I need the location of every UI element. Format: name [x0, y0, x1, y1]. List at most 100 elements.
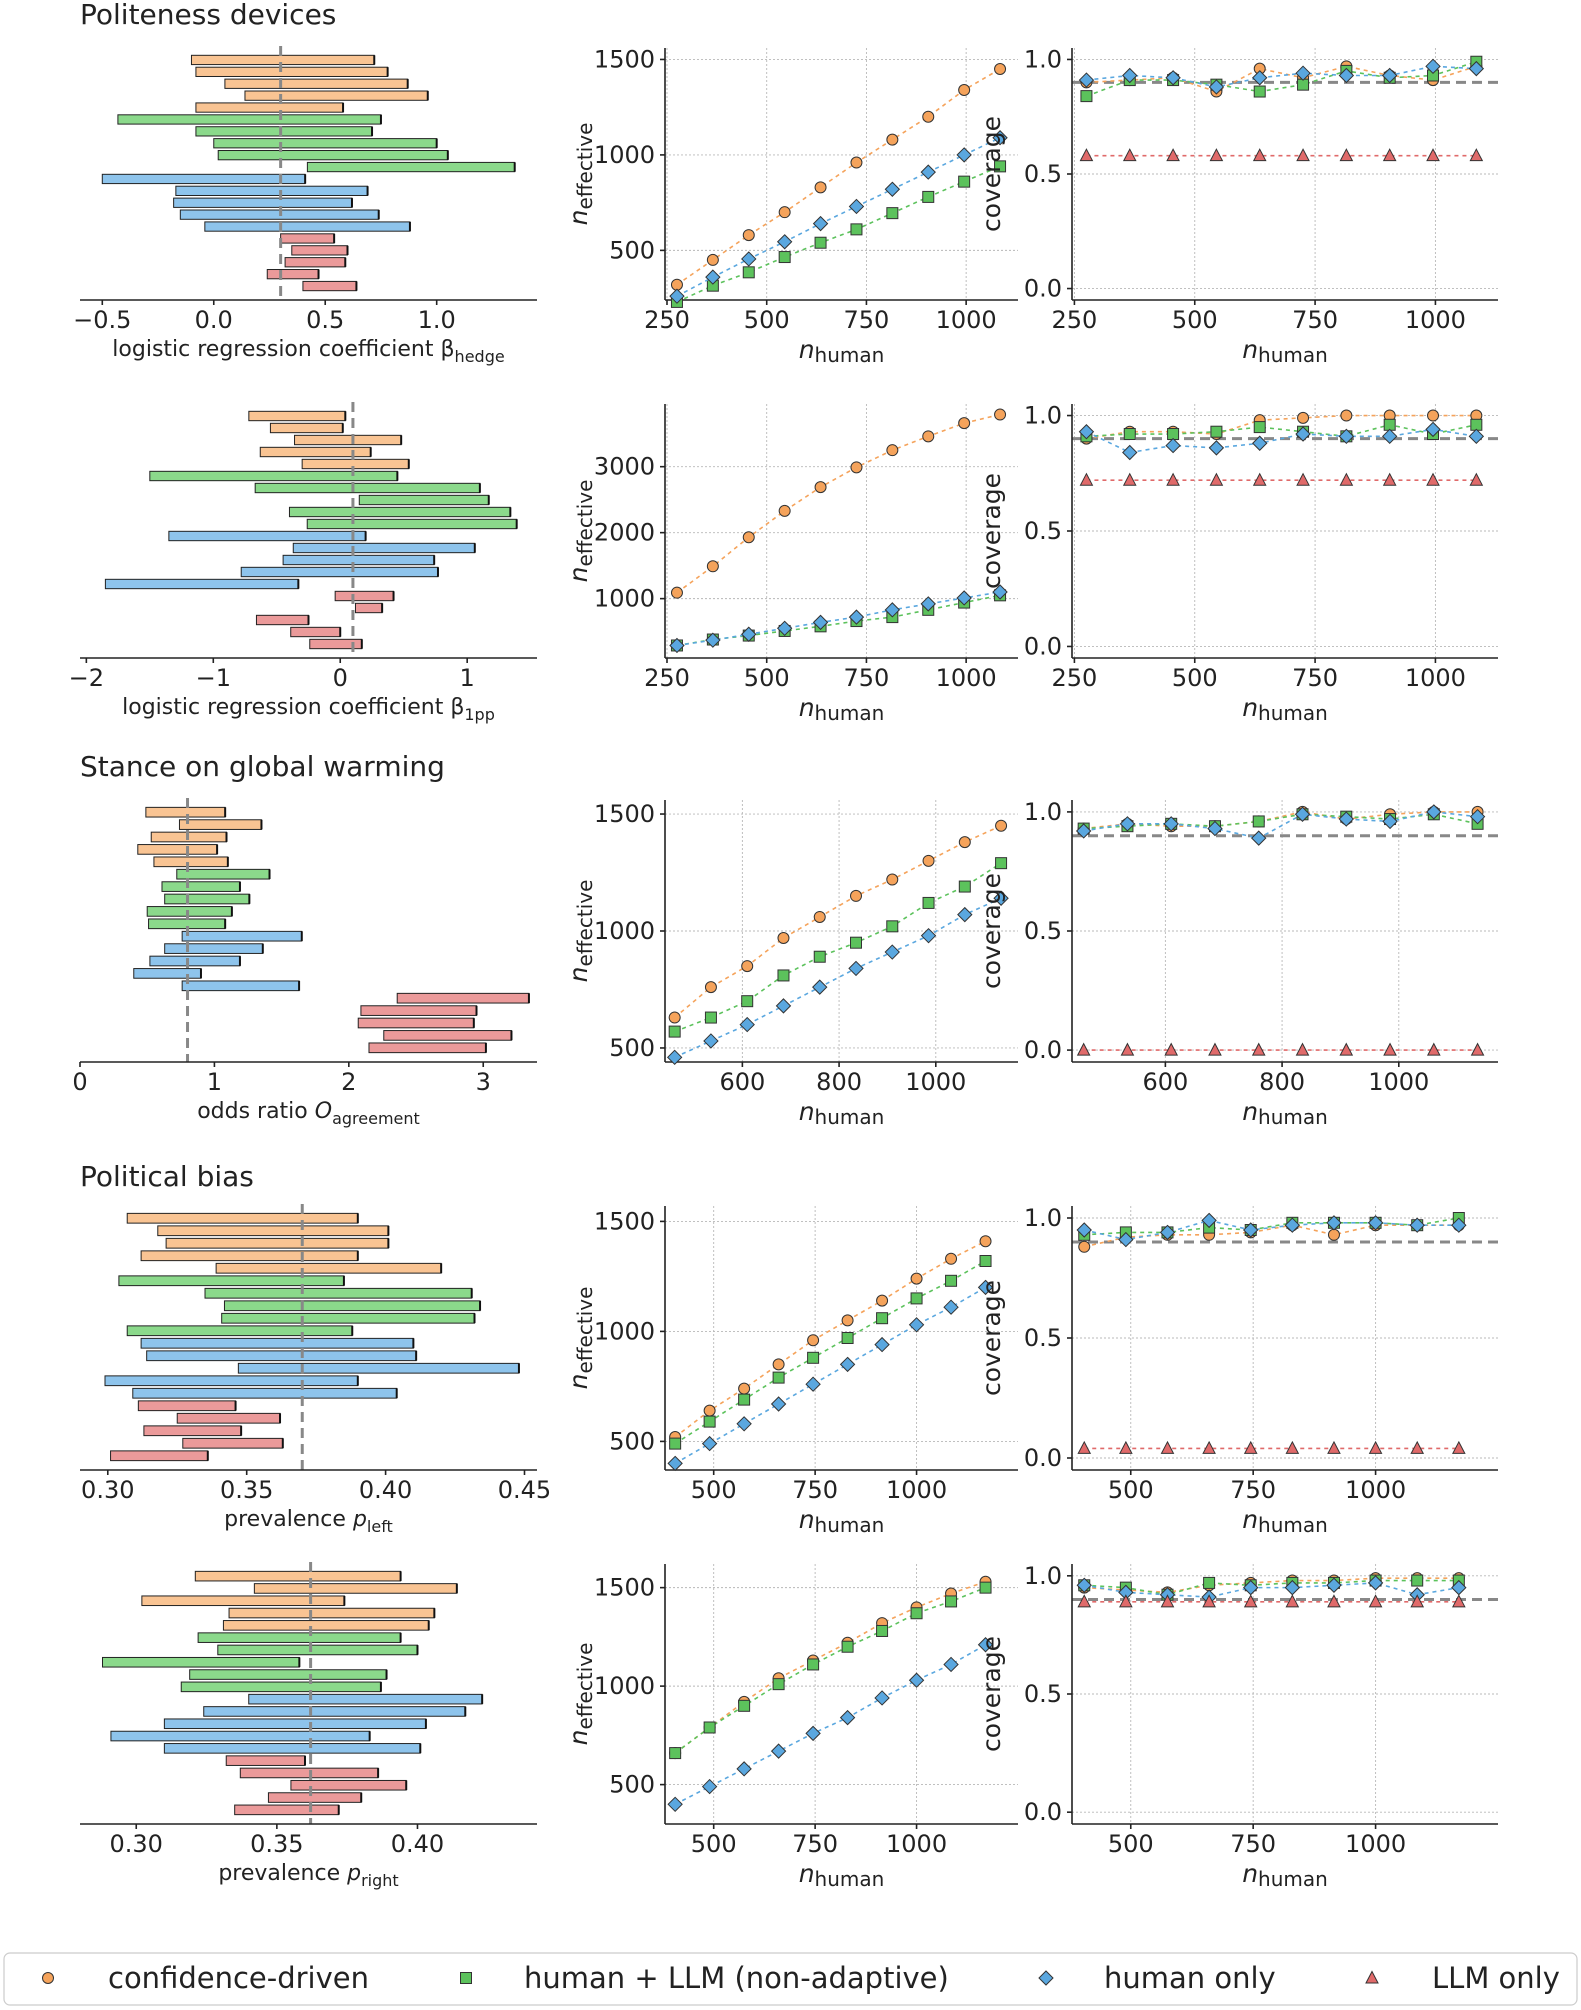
y-tick-label: 0.5	[1024, 160, 1062, 188]
interval-bar	[161, 881, 241, 892]
interval-bar	[294, 434, 402, 446]
point-hybrid	[841, 1332, 854, 1344]
y-tick-label: 3000	[594, 453, 655, 481]
x-tick-label: 500	[744, 664, 790, 692]
point-confidence	[1078, 1240, 1091, 1253]
point-llm	[1339, 1042, 1354, 1056]
point-hybrid	[772, 1371, 785, 1384]
point-human	[776, 620, 793, 637]
x-tick-label: 500	[1108, 1476, 1154, 1504]
interval-bar	[190, 54, 375, 66]
point-human	[741, 251, 757, 267]
interval-bar	[223, 1300, 481, 1312]
point-human	[1122, 67, 1138, 84]
point-confidence	[886, 873, 899, 886]
point-confidence	[850, 461, 863, 474]
x-tick-label: 750	[1230, 1476, 1276, 1504]
point-llm	[1327, 1594, 1341, 1608]
x-tick-label: −2	[69, 664, 104, 692]
interval-bar	[292, 542, 476, 554]
x-tick-label: 0	[72, 1068, 87, 1096]
interval-bar	[383, 1030, 512, 1041]
point-human	[669, 637, 685, 654]
point-human	[705, 632, 721, 648]
y-tick-label: 1500	[594, 800, 655, 828]
point-hybrid	[807, 1351, 820, 1364]
point-human	[770, 1396, 787, 1412]
y-tick-label: 1.0	[1024, 1204, 1062, 1232]
point-llm	[1077, 1594, 1092, 1608]
point-confidence	[994, 63, 1007, 75]
x-axis-label: prevalence pright	[218, 1861, 398, 1890]
x-axis-label: nhuman	[1242, 1505, 1328, 1537]
x-axis-label: nhuman	[1242, 1097, 1328, 1129]
point-confidence	[886, 133, 899, 146]
series-line-human	[674, 1644, 986, 1806]
point-confidence	[945, 1252, 958, 1265]
point-llm	[1208, 1042, 1222, 1056]
x-tick-label: 3	[476, 1068, 491, 1096]
x-tick-label: 1000	[1405, 664, 1466, 692]
point-human	[1078, 424, 1095, 440]
point-hybrid	[886, 207, 899, 220]
point-llm	[1209, 472, 1224, 486]
interval-bar	[181, 980, 300, 992]
point-human	[1338, 811, 1354, 827]
y-tick-label: 0.0	[1024, 275, 1062, 303]
series-line-confidence	[1084, 1577, 1459, 1594]
interval-bar	[222, 1620, 430, 1631]
point-human	[736, 1761, 752, 1777]
x-tick-label: 250	[1052, 664, 1098, 692]
point-confidence	[807, 1334, 820, 1347]
interval-bar	[163, 1743, 421, 1754]
point-confidence	[1327, 1228, 1340, 1241]
interval-bar	[284, 257, 346, 268]
point-confidence	[1340, 409, 1353, 422]
interval-bar	[126, 1325, 353, 1337]
interval-bar	[117, 114, 382, 125]
point-llm	[1410, 1594, 1425, 1608]
interval-panel-4: 0.30 0.35 0.40 prevalence pright	[80, 1562, 537, 1890]
x-tick-label: 1000	[1405, 306, 1466, 334]
series-line-confidence	[676, 413, 1001, 594]
point-human	[839, 1709, 856, 1726]
point-llm	[1252, 472, 1267, 486]
point-confidence	[703, 1404, 716, 1417]
point-hybrid	[995, 857, 1008, 870]
interval-bar	[234, 1804, 340, 1816]
point-human	[736, 1416, 752, 1432]
legend: confidence-driven human + LLM (non-adapti…	[3, 1952, 1578, 2006]
point-human	[1252, 70, 1268, 86]
point-llm	[1076, 1042, 1091, 1056]
point-confidence	[704, 981, 717, 994]
series-line-human	[674, 897, 1002, 1059]
point-llm	[1452, 1440, 1466, 1454]
point-confidence	[1297, 411, 1310, 424]
series-line-human	[1084, 1582, 1459, 1598]
point-hybrid	[778, 251, 791, 264]
panels: −0.5 0.0 0.5 1.0 logistic regression coeffic…	[69, 45, 1498, 1891]
point-confidence	[994, 408, 1007, 421]
point-human	[812, 215, 829, 232]
point-human	[701, 1435, 718, 1452]
x-tick-label: 250	[1052, 306, 1098, 334]
coverage-panel-3: 500 750 1000 0.0 0.5 1.0 nhuman coverage	[977, 1204, 1498, 1537]
point-hybrid	[741, 995, 754, 1008]
point-llm	[1295, 1042, 1310, 1056]
point-human	[1207, 820, 1223, 837]
interval-bar	[266, 269, 320, 280]
series-line-hybrid	[676, 594, 1001, 647]
x-tick-label: 0	[333, 664, 348, 692]
point-human	[1469, 808, 1486, 825]
point-hybrid	[1253, 85, 1266, 98]
interval-panel-2: 0 1 2 3 odds ratio Oagreement	[72, 798, 537, 1128]
interval-bar	[306, 518, 518, 530]
interval-bar	[101, 1656, 300, 1668]
interval-bar	[217, 1644, 418, 1656]
point-confidence	[886, 444, 899, 457]
point-human	[775, 998, 792, 1014]
point-human	[1381, 67, 1398, 84]
x-axis-label: nhuman	[799, 1505, 885, 1537]
point-llm	[1382, 148, 1397, 162]
interval-bar	[217, 150, 449, 161]
